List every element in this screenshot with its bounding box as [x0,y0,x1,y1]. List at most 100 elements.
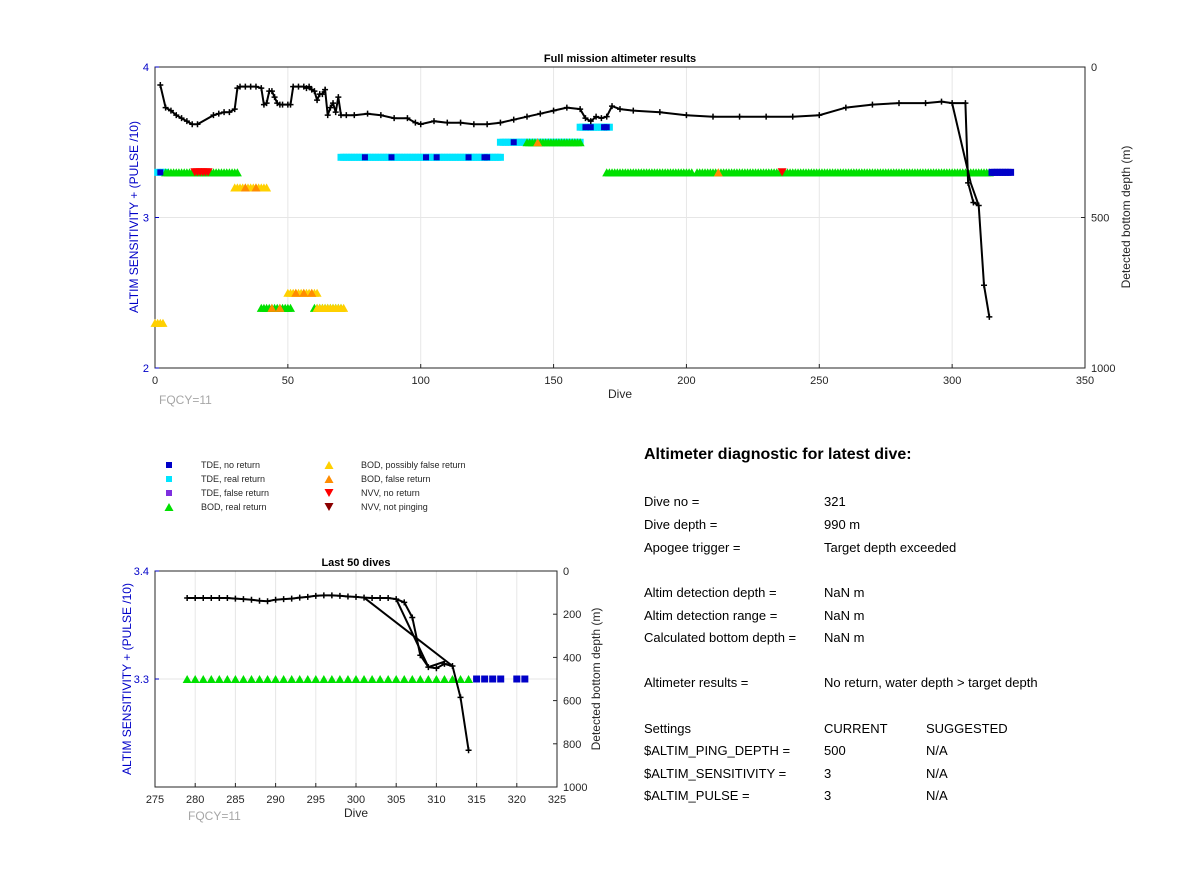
bod-real-return-marker [359,674,369,684]
dive-depth-value: 990 m [824,517,861,532]
legend-label: TDE, no return [201,460,260,470]
x-tick-label: 200 [677,375,695,387]
bottom-depth-point [295,83,302,90]
bottom-depth-point [314,97,321,104]
bod-real-return-marker [198,674,208,684]
bottom-depth-point [986,313,993,320]
y-left-tick-label: 2 [143,363,149,375]
bottom-depth-point [279,101,286,108]
full-mission-plot: 0 50 100 150 200 250 300 350 2 3 4 0 500 1000 Full mis… [127,53,1133,407]
bottom-depth-point [258,85,265,92]
bottom-depth-point [344,593,351,600]
bottom-depth-point [404,115,411,122]
bottom-depth-point [409,614,416,621]
pulse-label: $ALTIM_PULSE = [644,788,750,803]
bod-real-return-marker [375,674,385,684]
pulse-current: 3 [824,788,832,803]
bottom-depth-point [189,121,196,128]
bottom-depth-point [215,110,222,117]
bottom-depth-point [736,113,743,120]
bottom-depth-point [656,109,663,116]
bottom-depth-point [470,121,477,128]
bottom-depth-point [311,88,318,95]
bottom-depth-point [896,100,902,107]
fqcy-note: FQCY=11 [159,393,212,407]
bottom-depth-point [296,594,303,601]
bottom-depth-point [431,118,437,125]
bottom-depth-point [393,596,400,603]
y-left-tick-label: 3.4 [134,566,149,578]
x-tick-label: 295 [307,794,325,806]
y-right-tick-label: 400 [563,652,581,664]
settings-label: Settings [644,721,691,736]
current-header: CURRENT [824,721,888,736]
legend-marker [324,502,334,512]
x-tick-label: 290 [266,794,284,806]
bottom-depth-point [336,592,343,599]
bottom-depth-point [306,83,313,90]
y-left-tick-label: 3 [143,213,149,225]
bottom-depth-point [869,101,876,108]
bottom-depth-point [231,106,238,113]
bottom-depth-point [338,112,344,119]
x-tick-label: 150 [544,375,562,387]
bottom-depth-point [789,113,796,120]
bottom-depth-point [327,104,334,111]
x-tick-label: 250 [810,375,828,387]
bod-real-return-marker [287,674,297,684]
bottom-depth-point [343,112,350,119]
y-right-tick-label: 600 [563,696,581,708]
bod-real-return-marker [182,674,192,684]
bottom-depth-point [484,121,491,128]
results-label: Altimeter results = [644,675,749,690]
bod-real-return-marker [311,674,321,684]
tde-no-return-marker [587,124,594,131]
bod-real-return-marker [367,674,377,684]
bottom-depth-point [609,103,616,110]
bottom-depth-point [981,282,988,289]
x-tick-label: 0 [152,375,158,387]
sensitivity-current: 3 [824,766,832,781]
altim-det-depth-value: NaN m [824,585,865,600]
bottom-depth-point [221,109,228,116]
bottom-depth-point [401,599,408,606]
tde-no-return-marker [157,169,164,176]
tde-no-return-marker [484,154,491,161]
bottom-depth-point [816,112,823,119]
bod-real-return-marker [295,674,305,684]
bottom-depth-point [457,119,464,126]
x-tick-label: 285 [226,794,244,806]
bod-real-return-marker [246,674,256,684]
bod-false-return-marker [299,288,309,297]
bottom-depth-point [210,112,217,119]
sensitivity-suggested: N/A [926,766,948,781]
bottom-depth-point [178,115,185,122]
bod-real-return-marker [407,674,417,684]
x-tick-label: 325 [548,794,566,806]
bottom-depth-point [364,110,371,117]
bod-false-return-marker [291,288,301,297]
legend-label: NVV, not pinging [361,502,428,512]
y-left-tick-label: 4 [143,62,149,74]
bod-real-return-marker [383,674,393,684]
bod-real-return-marker [286,303,296,312]
bottom-depth-point [417,121,424,128]
apogee-value: Target depth exceeded [824,540,957,555]
bottom-depth-point [157,82,164,89]
plot-title: Full mission altimeter results [544,53,696,65]
bottom-depth-point [497,119,504,126]
bottom-depth-point [247,83,254,90]
y-left-axis-label: ALTIM SENSITIVITY + (PULSE /10) [127,121,141,313]
y-right-axis-label: Detected bottom depth (m) [1119,146,1133,289]
bottom-depth-point [377,595,384,601]
y-right-tick-label: 200 [563,609,581,621]
x-tick-label: 350 [1076,375,1094,387]
bottom-depth-point [369,595,376,601]
bod-real-return-marker [303,674,313,684]
bottom-depth-point [328,592,335,599]
bottom-depth-point [970,199,977,206]
bottom-depth-point [617,106,623,113]
bottom-depth-point [763,113,770,120]
legend-marker [166,476,172,482]
